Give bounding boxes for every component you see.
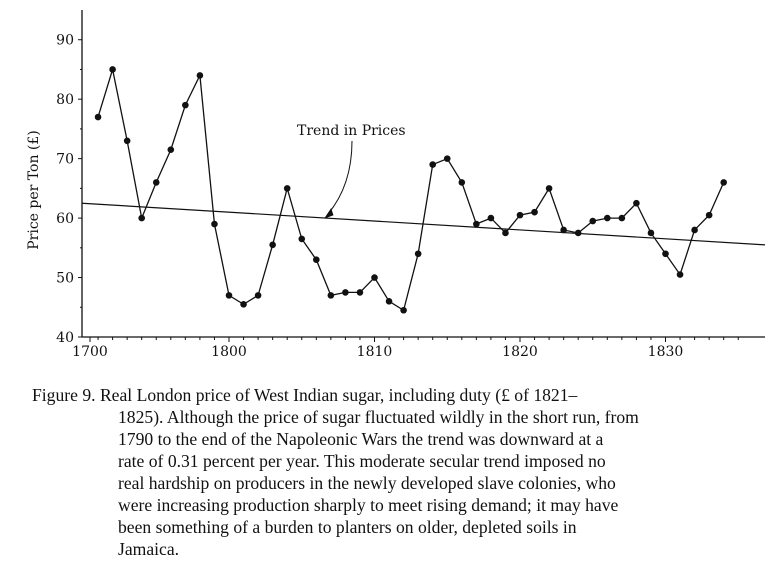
price-point bbox=[327, 292, 335, 299]
price-point bbox=[487, 214, 495, 222]
price-point bbox=[313, 256, 320, 264]
price-point bbox=[531, 208, 538, 216]
trend-line bbox=[81, 202, 766, 246]
price-point bbox=[633, 199, 640, 207]
caption-line-7: been something of a burden to planters o… bbox=[118, 517, 577, 537]
caption-line-1: Real London price of West Indian sugar, … bbox=[99, 385, 578, 405]
price-point bbox=[473, 220, 480, 228]
price-point bbox=[138, 214, 145, 222]
price-point bbox=[342, 289, 349, 296]
price-point bbox=[720, 179, 727, 186]
caption-line-8: Jamaica. bbox=[118, 539, 180, 559]
price-point bbox=[196, 72, 204, 79]
price-point bbox=[371, 274, 378, 281]
price-point bbox=[604, 214, 611, 222]
price-point bbox=[269, 241, 276, 249]
price-point bbox=[254, 292, 262, 299]
price-point bbox=[240, 301, 247, 308]
price-point bbox=[298, 235, 306, 243]
price-point bbox=[443, 155, 451, 162]
y-tick-label: 70 bbox=[56, 152, 74, 168]
price-point bbox=[283, 185, 291, 192]
figure-caption: Figure 9. Real London price of West Indi… bbox=[32, 384, 750, 560]
price-point bbox=[211, 220, 218, 228]
trend-annotation-label: Trend in Prices bbox=[297, 123, 406, 139]
chart-ticks: 40 50 60 70 80 90 1700 1800 1810 1820 1830 bbox=[56, 33, 739, 360]
price-point bbox=[152, 179, 160, 186]
price-point bbox=[545, 185, 553, 192]
trend-annotation-arrow bbox=[327, 140, 353, 215]
price-point bbox=[647, 229, 655, 237]
price-point bbox=[123, 137, 131, 145]
price-point bbox=[167, 146, 175, 154]
y-tick-label: 40 bbox=[56, 330, 74, 346]
price-point bbox=[705, 211, 713, 219]
chart-axes bbox=[81, 10, 765, 338]
price-point bbox=[502, 229, 509, 237]
chart-series bbox=[81, 66, 766, 314]
price-point bbox=[94, 113, 102, 121]
y-tick-label: 50 bbox=[56, 271, 74, 287]
x-tick-label: 1810 bbox=[357, 344, 393, 360]
price-point bbox=[458, 179, 466, 186]
price-point bbox=[400, 306, 407, 314]
caption-line-2: 1825). Although the price of sugar fluct… bbox=[118, 407, 639, 427]
x-tick-label: 1700 bbox=[72, 344, 108, 360]
price-point bbox=[589, 217, 597, 225]
price-point bbox=[182, 101, 189, 109]
x-tick-label: 1820 bbox=[502, 344, 538, 360]
caption-label: Figure 9. bbox=[32, 385, 96, 405]
y-tick-label: 80 bbox=[56, 92, 74, 108]
price-point bbox=[414, 250, 422, 258]
price-point bbox=[676, 271, 684, 278]
price-point bbox=[618, 214, 626, 222]
x-tick-label: 1800 bbox=[211, 344, 247, 360]
price-point bbox=[225, 292, 233, 299]
price-point bbox=[662, 250, 669, 258]
chart-annotations: Trend in Prices bbox=[297, 123, 406, 219]
price-line bbox=[97, 69, 725, 312]
x-tick-label: 1830 bbox=[648, 344, 684, 360]
trend-annotation-arrowhead bbox=[323, 208, 334, 219]
price-point bbox=[385, 298, 393, 305]
y-tick-label: 60 bbox=[56, 211, 74, 227]
price-point bbox=[560, 226, 567, 234]
price-point bbox=[691, 226, 698, 234]
caption-line-5: real hardship on producers in the newly … bbox=[118, 473, 616, 493]
sugar-price-chart: 40 50 60 70 80 90 1700 1800 1810 1820 1830 Trend i… bbox=[26, 10, 766, 360]
price-point bbox=[516, 211, 524, 219]
price-point bbox=[356, 289, 364, 296]
price-point bbox=[429, 161, 437, 168]
y-tick-label: 90 bbox=[56, 33, 74, 49]
caption-line-3: 1790 to the end of the Napoleonic Wars t… bbox=[118, 429, 604, 449]
caption-line-4: rate of 0.31 percent per year. This mode… bbox=[118, 451, 606, 471]
caption-line-6: were increasing production sharply to me… bbox=[118, 495, 619, 515]
price-point bbox=[109, 66, 116, 73]
y-axis-label: Price per Ton (£) bbox=[26, 130, 42, 250]
